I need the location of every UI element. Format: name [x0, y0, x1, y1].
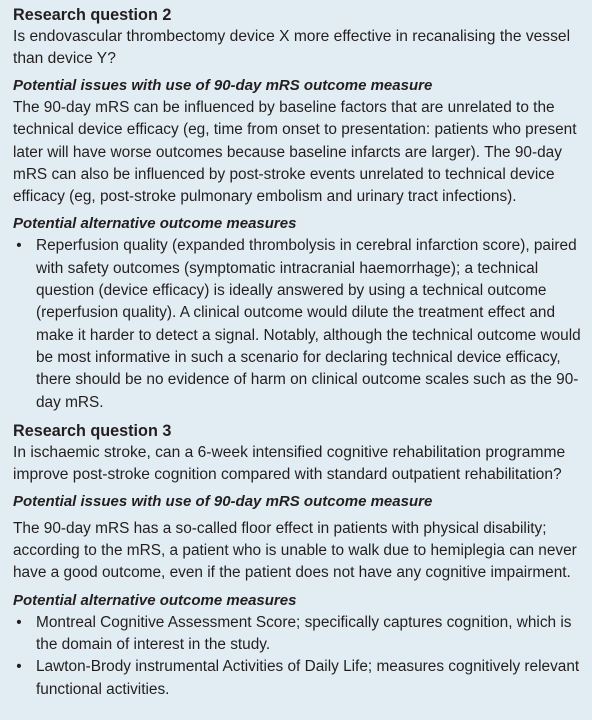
research-question-2-text: Is endovascular thrombectomy device X mo… — [13, 28, 571, 67]
research-question-3-text: In ischaemic stroke, can a 6-week intens… — [13, 443, 566, 483]
rq2-issues-heading: Potential issues with use of 90-day mRS … — [13, 77, 433, 94]
list-item-text: Lawton-Brody instrumental Activities of … — [36, 658, 580, 698]
research-question-3-heading: Research question 3 — [13, 421, 172, 440]
bullet-icon: • — [16, 237, 22, 255]
research-question-2-section: Research question 2 Is endovascular thro… — [13, 4, 584, 414]
list-item-text: Montreal Cognitive Assessment Score; spe… — [36, 613, 572, 654]
rq3-issues-heading: Potential issues with use of 90-day mRS … — [13, 492, 433, 510]
bullet-icon: • — [16, 613, 22, 631]
rq3-alternatives-list: • Montreal Cognitive Assessment Score; s… — [13, 612, 584, 701]
rq2-alternatives-heading: Potential alternative outcome measures — [13, 215, 297, 233]
research-question-2-heading: Research question 2 — [13, 6, 172, 24]
rq2-alternatives-list: • Reperfusion quality (expanded thrombol… — [13, 235, 584, 413]
rq2-issues-text: The 90-day mRS can be influenced by base… — [13, 99, 577, 206]
bullet-icon: • — [16, 658, 22, 676]
list-item: • Lawton-Brody instrumental Activities o… — [13, 656, 584, 701]
list-item: • Reperfusion quality (expanded thrombol… — [13, 235, 584, 413]
rq3-alternatives-heading: Potential alternative outcome measures — [13, 591, 297, 609]
research-question-3-section: Research question 3 In ischaemic stroke,… — [13, 420, 584, 701]
rq3-issues-text: The 90-day mRS has a so-called floor eff… — [13, 519, 577, 582]
list-item-text: Reperfusion quality (expanded thrombolys… — [36, 237, 581, 411]
list-item: • Montreal Cognitive Assessment Score; s… — [13, 612, 584, 657]
